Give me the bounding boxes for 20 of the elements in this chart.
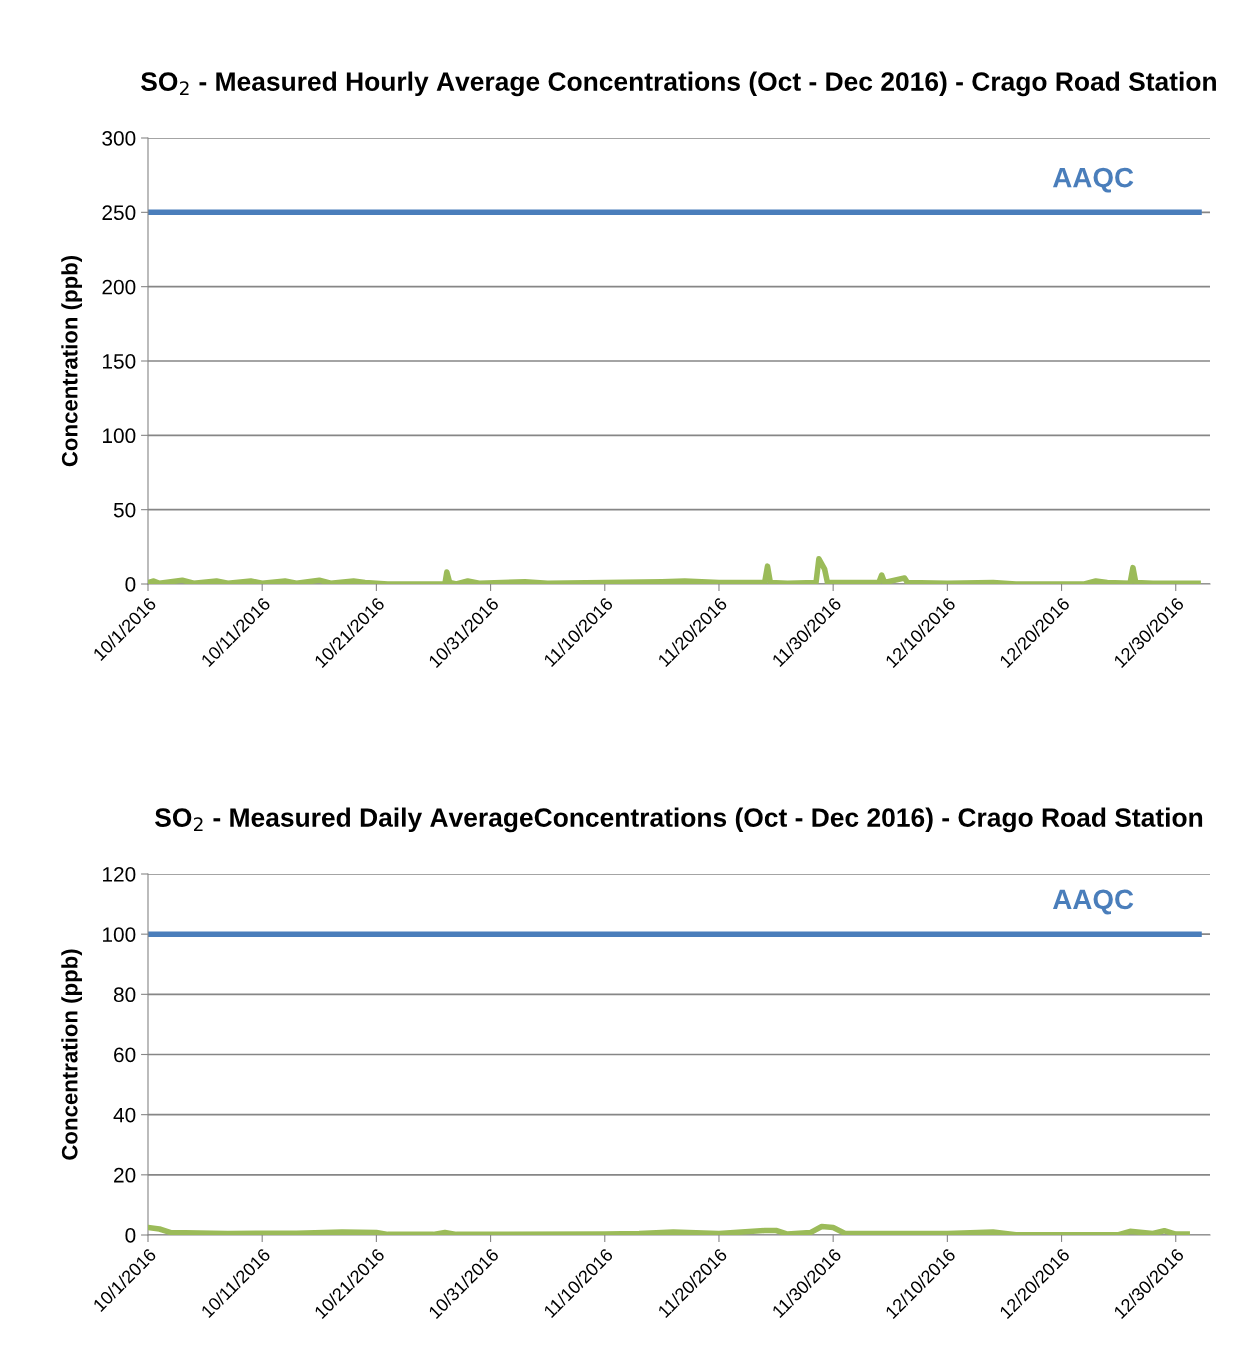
- ref-line-label: AAQC: [1052, 167, 1134, 193]
- ref-line-label: AAQC: [1052, 889, 1134, 915]
- y-tick-label: 20: [114, 1167, 136, 1183]
- y-tick-label: 300: [102, 131, 136, 146]
- y-tick-label: 80: [113, 987, 136, 1003]
- y-tick-label: 40: [113, 1107, 136, 1123]
- y-tick-label: 60: [114, 1047, 136, 1063]
- chart-title: SO$_{2}$ - Measured Daily AverageConcentrations (Oct - Dec 2016) - Crago Road Station: [155, 807, 1203, 833]
- chart-title: SO$_{2}$ - Measured Hourly Average Concentrations (Oct - Dec 2016) - Crago Road Station: [141, 71, 1216, 97]
- y-tick-label: 250: [102, 205, 136, 221]
- y-tick-label: 150: [103, 354, 136, 369]
- y-tick-label: 0: [125, 577, 136, 592]
- y-tick-label: 120: [103, 867, 136, 882]
- y-axis-title: Concentration (ppb): [61, 949, 82, 1160]
- y-tick-label: 100: [103, 428, 136, 444]
- y-tick-label: 50: [113, 502, 136, 518]
- y-tick-label: 0: [125, 1228, 136, 1243]
- y-tick-label: 200: [102, 279, 136, 295]
- y-tick-label: 100: [103, 927, 136, 942]
- y-axis-title: Concentration (ppb): [61, 255, 82, 467]
